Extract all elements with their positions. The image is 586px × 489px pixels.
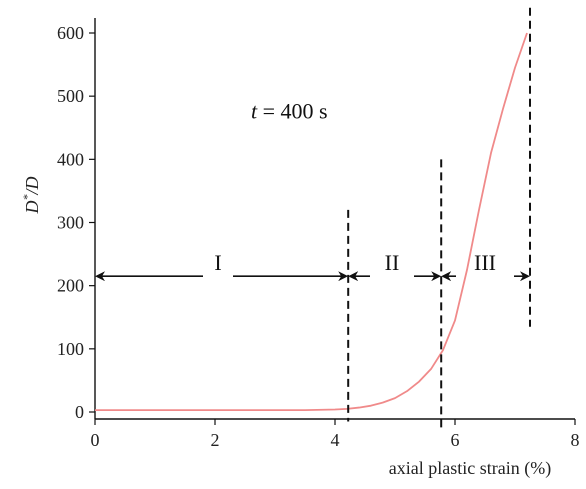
x-tick-label: 0 bbox=[91, 430, 100, 450]
x-tick-label: 4 bbox=[331, 430, 340, 450]
series bbox=[95, 32, 528, 412]
ticks: 0 2 4 6 8 0 100 200 300 400 500 600 bbox=[57, 23, 580, 450]
y-tick-label: 500 bbox=[57, 86, 84, 106]
time-annotation: t = 400 s bbox=[251, 98, 328, 123]
region-boundaries bbox=[347, 7, 531, 428]
series-line bbox=[95, 32, 528, 412]
region-label: I bbox=[214, 250, 221, 275]
region-label: II bbox=[385, 250, 400, 275]
x-tick-label: 6 bbox=[451, 430, 460, 450]
y-tick-label: 200 bbox=[57, 276, 84, 296]
plot-frame bbox=[94, 18, 575, 420]
y-tick-label: 300 bbox=[57, 213, 84, 233]
x-axis-title: axial plastic strain (%) bbox=[389, 458, 551, 479]
x-tick-label: 2 bbox=[211, 430, 220, 450]
x-tick-label: 8 bbox=[571, 430, 580, 450]
y-tick-label: 400 bbox=[57, 149, 84, 169]
region-label: III bbox=[474, 250, 496, 275]
y-tick-label: 100 bbox=[57, 339, 84, 359]
y-tick-label: 0 bbox=[75, 402, 84, 422]
y-tick-label: 600 bbox=[57, 23, 84, 43]
regions: I II III bbox=[95, 250, 530, 282]
y-axis-title: D*/D bbox=[20, 176, 42, 214]
